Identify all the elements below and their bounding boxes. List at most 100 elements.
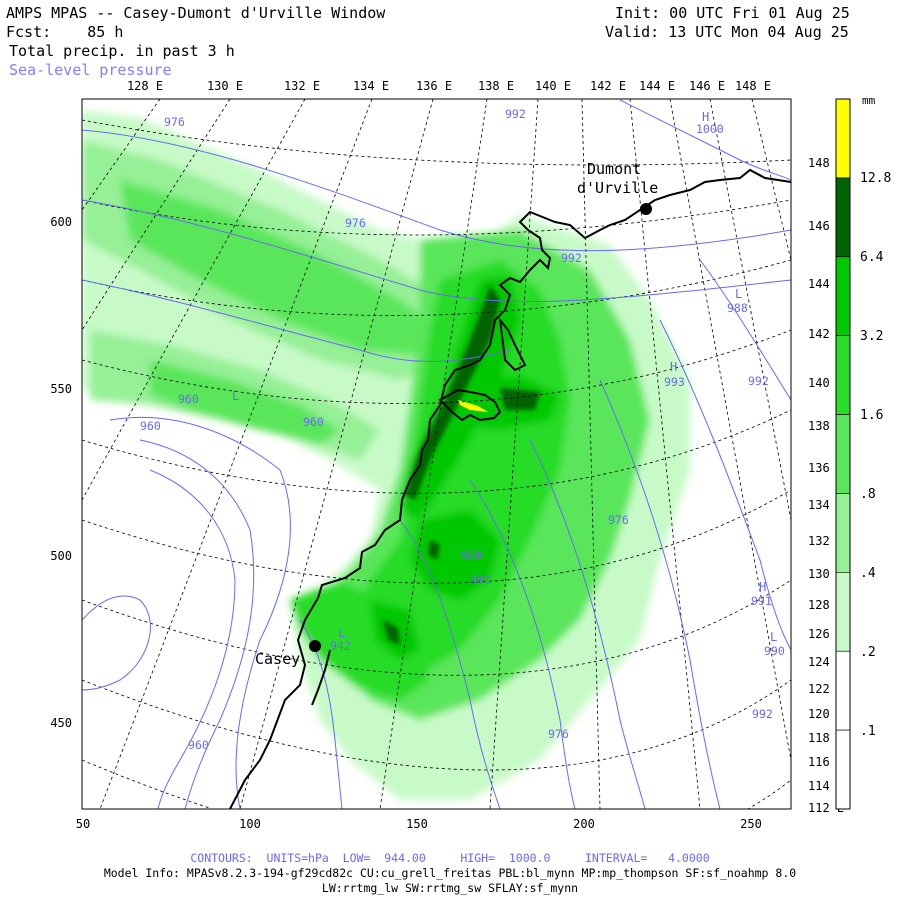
y-axis-ticks: 600 550 500 450 [50, 215, 72, 730]
colorbar-band [835, 572, 851, 652]
colorbar-band [835, 256, 851, 336]
colorbar-band [835, 414, 851, 494]
colorbar-level-label: 12.8 [860, 171, 891, 186]
isobar-label: 993 [664, 375, 685, 389]
y-tick-label: 500 [50, 549, 72, 563]
init-time: Init: 00 UTC Fri 01 Aug 25 [615, 4, 850, 22]
colorbar-band [835, 98, 851, 179]
map-content: H L H L H L L 976 992 1000 976 992 988 9… [82, 99, 791, 809]
isobar-label: 992 [505, 107, 526, 121]
pressure-center-high: H [702, 110, 709, 124]
lon-label-top: 142 E [590, 79, 626, 93]
colorbar: mm 12.8 6.4 3.2 1.6 .8 .4 .2 .1 [835, 94, 891, 810]
x-axis-ticks: 50 100 150 200 250 [76, 817, 762, 831]
y-tick-label: 450 [50, 716, 72, 730]
lon-label-right: 132 E [808, 534, 844, 548]
precip-max-yellow [458, 400, 488, 412]
colorbar-band [835, 335, 851, 415]
isobar-label: 976 [548, 727, 569, 741]
isobar-label: 960 [188, 738, 209, 752]
lon-label-right: 144 E [808, 277, 844, 291]
lon-label-top: 138 E [478, 79, 514, 93]
isobar-label: 960 [140, 419, 161, 433]
top-longitude-labels: 128 E 130 E 132 E 134 E 136 E 138 E 140 … [127, 79, 771, 93]
casey-station-label: Casey [255, 650, 300, 668]
isobar-label: 1000 [696, 122, 724, 136]
isobar-label: 976 [608, 513, 629, 527]
contour-info: CONTOURS: UNITS=hPa LOW= 944.00 HIGH= 10… [190, 851, 710, 865]
dumont-durville-label-line1: Dumont [587, 160, 641, 178]
colorbar-band [835, 493, 851, 573]
lon-label-top: 136 E [416, 79, 452, 93]
lon-label-top: 130 E [207, 79, 243, 93]
x-tick-label: 100 [239, 817, 261, 831]
x-tick-label: 250 [740, 817, 762, 831]
latlon-grid [82, 99, 791, 809]
lon-label-right: 128 E [808, 598, 844, 612]
colorbar-band [835, 650, 851, 731]
x-tick-label: 150 [406, 817, 428, 831]
lon-label-right: 120 E [808, 707, 844, 721]
lon-label-top: 132 E [284, 79, 320, 93]
isobar-label: 976 [345, 216, 366, 230]
isobars [82, 99, 791, 809]
colorbar-unit: mm [862, 94, 876, 107]
colorbar-frame [835, 98, 851, 810]
isobar-label: 960 [178, 392, 199, 406]
lon-label-right: 146 E [808, 219, 844, 233]
lon-label-right: 142 E [808, 327, 844, 341]
map-title: AMPS MPAS -- Casey-Dumont d'Urville Wind… [6, 4, 386, 22]
lon-label-right: 122 E [808, 682, 844, 696]
y-tick-label: 600 [50, 215, 72, 229]
lon-label-top: 134 E [353, 79, 389, 93]
dumont-durville-station-marker [640, 203, 652, 215]
colorbar-band [835, 729, 851, 810]
lon-label-top: 146 E [689, 79, 725, 93]
x-tick-label: 200 [573, 817, 595, 831]
right-longitude-labels: 148 E 146 E 144 E 142 E 140 E 138 E 136 … [808, 156, 844, 815]
lon-label-right: 136 E [808, 461, 844, 475]
pressure-center-low: L [735, 287, 742, 301]
forecast-hour: Fcst: 85 h [6, 23, 124, 41]
overlay-name: Sea-level pressure [9, 61, 172, 79]
coastline [229, 168, 791, 809]
colorbar-level-label: 1.6 [860, 408, 883, 423]
colorbar-level-label: .1 [860, 724, 876, 739]
model-info: Model Info: MPASv8.2.3-194-gf29cd82c CU:… [103, 866, 797, 880]
pressure-center-low: L [232, 389, 239, 403]
lon-label-top: 148 E [735, 79, 771, 93]
lon-label-top: 128 E [127, 79, 163, 93]
lon-label-top: 144 E [639, 79, 675, 93]
dumont-durville-label-line2: d'Urville [577, 179, 658, 197]
colorbar-labels: 12.8 6.4 3.2 1.6 .8 .4 .2 .1 [860, 171, 891, 739]
colorbar-level-label: 3.2 [860, 329, 883, 344]
colorbar-level-label: 6.4 [860, 250, 884, 265]
pressure-center-high: H [759, 580, 766, 594]
pressure-center-low: L [338, 626, 345, 640]
isobar-label: 990 [764, 644, 785, 658]
lon-label-right: 124 E [808, 655, 844, 669]
isobar-label: 942 [330, 639, 351, 653]
lon-label-right: 118 E [808, 731, 844, 745]
valid-time: Valid: 13 UTC Mon 04 Aug 25 [605, 23, 849, 41]
isobar-label: 992 [561, 251, 582, 265]
isobar-label: 991 [751, 594, 772, 608]
isobar-label: 992 [752, 707, 773, 721]
isobar-label: 960 [303, 415, 324, 429]
colorbar-level-label: .4 [860, 566, 876, 581]
isobar-label: 976 [164, 115, 185, 129]
map-frame [81, 98, 792, 810]
physics-info: LW:rrtmg_lw SW:rrtmg_sw SFLAY:sf_mynn [321, 881, 579, 895]
colorbar-band [835, 177, 851, 258]
y-tick-label: 550 [50, 382, 72, 396]
colorbar-level-label: .2 [860, 645, 876, 660]
lon-label-right: 134 E [808, 498, 844, 512]
casey-station-marker [309, 640, 321, 652]
colorbar-level-label: .8 [860, 487, 876, 502]
lon-label-right: 126 E [808, 627, 844, 641]
lon-label-right: 130 E [808, 567, 844, 581]
lon-label-right: 148 E [808, 156, 844, 170]
pressure-center-high: H [670, 360, 677, 374]
pressure-centers: H L H L H L L [232, 110, 777, 644]
